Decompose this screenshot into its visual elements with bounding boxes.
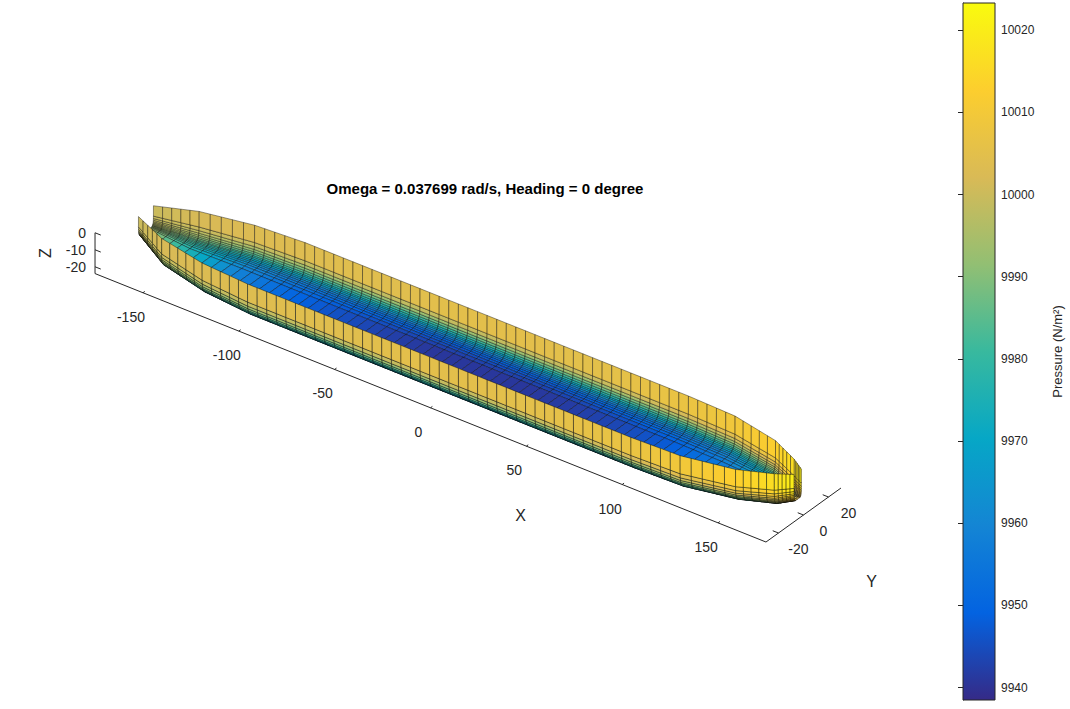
svg-text:Pressure (N/m²): Pressure (N/m²) xyxy=(1050,305,1065,397)
svg-text:100: 100 xyxy=(599,501,623,517)
svg-text:0: 0 xyxy=(820,523,828,539)
svg-text:10000: 10000 xyxy=(1001,188,1035,202)
svg-text:0: 0 xyxy=(78,225,86,241)
svg-text:-20: -20 xyxy=(66,259,86,275)
svg-text:9950: 9950 xyxy=(1001,598,1028,612)
svg-text:-20: -20 xyxy=(788,541,808,557)
svg-text:9970: 9970 xyxy=(1001,434,1028,448)
svg-text:-50: -50 xyxy=(313,385,333,401)
svg-text:-10: -10 xyxy=(66,242,86,258)
svg-text:X: X xyxy=(515,507,526,524)
svg-text:0: 0 xyxy=(415,424,423,440)
svg-text:Z: Z xyxy=(37,248,54,258)
svg-text:-150: -150 xyxy=(117,309,145,325)
svg-text:-100: -100 xyxy=(213,347,241,363)
svg-text:10020: 10020 xyxy=(1001,23,1035,37)
svg-text:Y: Y xyxy=(866,573,877,590)
svg-text:50: 50 xyxy=(507,462,523,478)
svg-text:Omega = 0.037699 rad/s, Headin: Omega = 0.037699 rad/s, Heading = 0 degr… xyxy=(327,180,644,197)
svg-text:20: 20 xyxy=(841,505,857,521)
svg-text:9990: 9990 xyxy=(1001,270,1028,284)
svg-text:9960: 9960 xyxy=(1001,516,1028,530)
svg-text:10010: 10010 xyxy=(1001,105,1035,119)
svg-text:9940: 9940 xyxy=(1001,681,1028,695)
svg-text:150: 150 xyxy=(694,539,718,555)
svg-text:9980: 9980 xyxy=(1001,352,1028,366)
